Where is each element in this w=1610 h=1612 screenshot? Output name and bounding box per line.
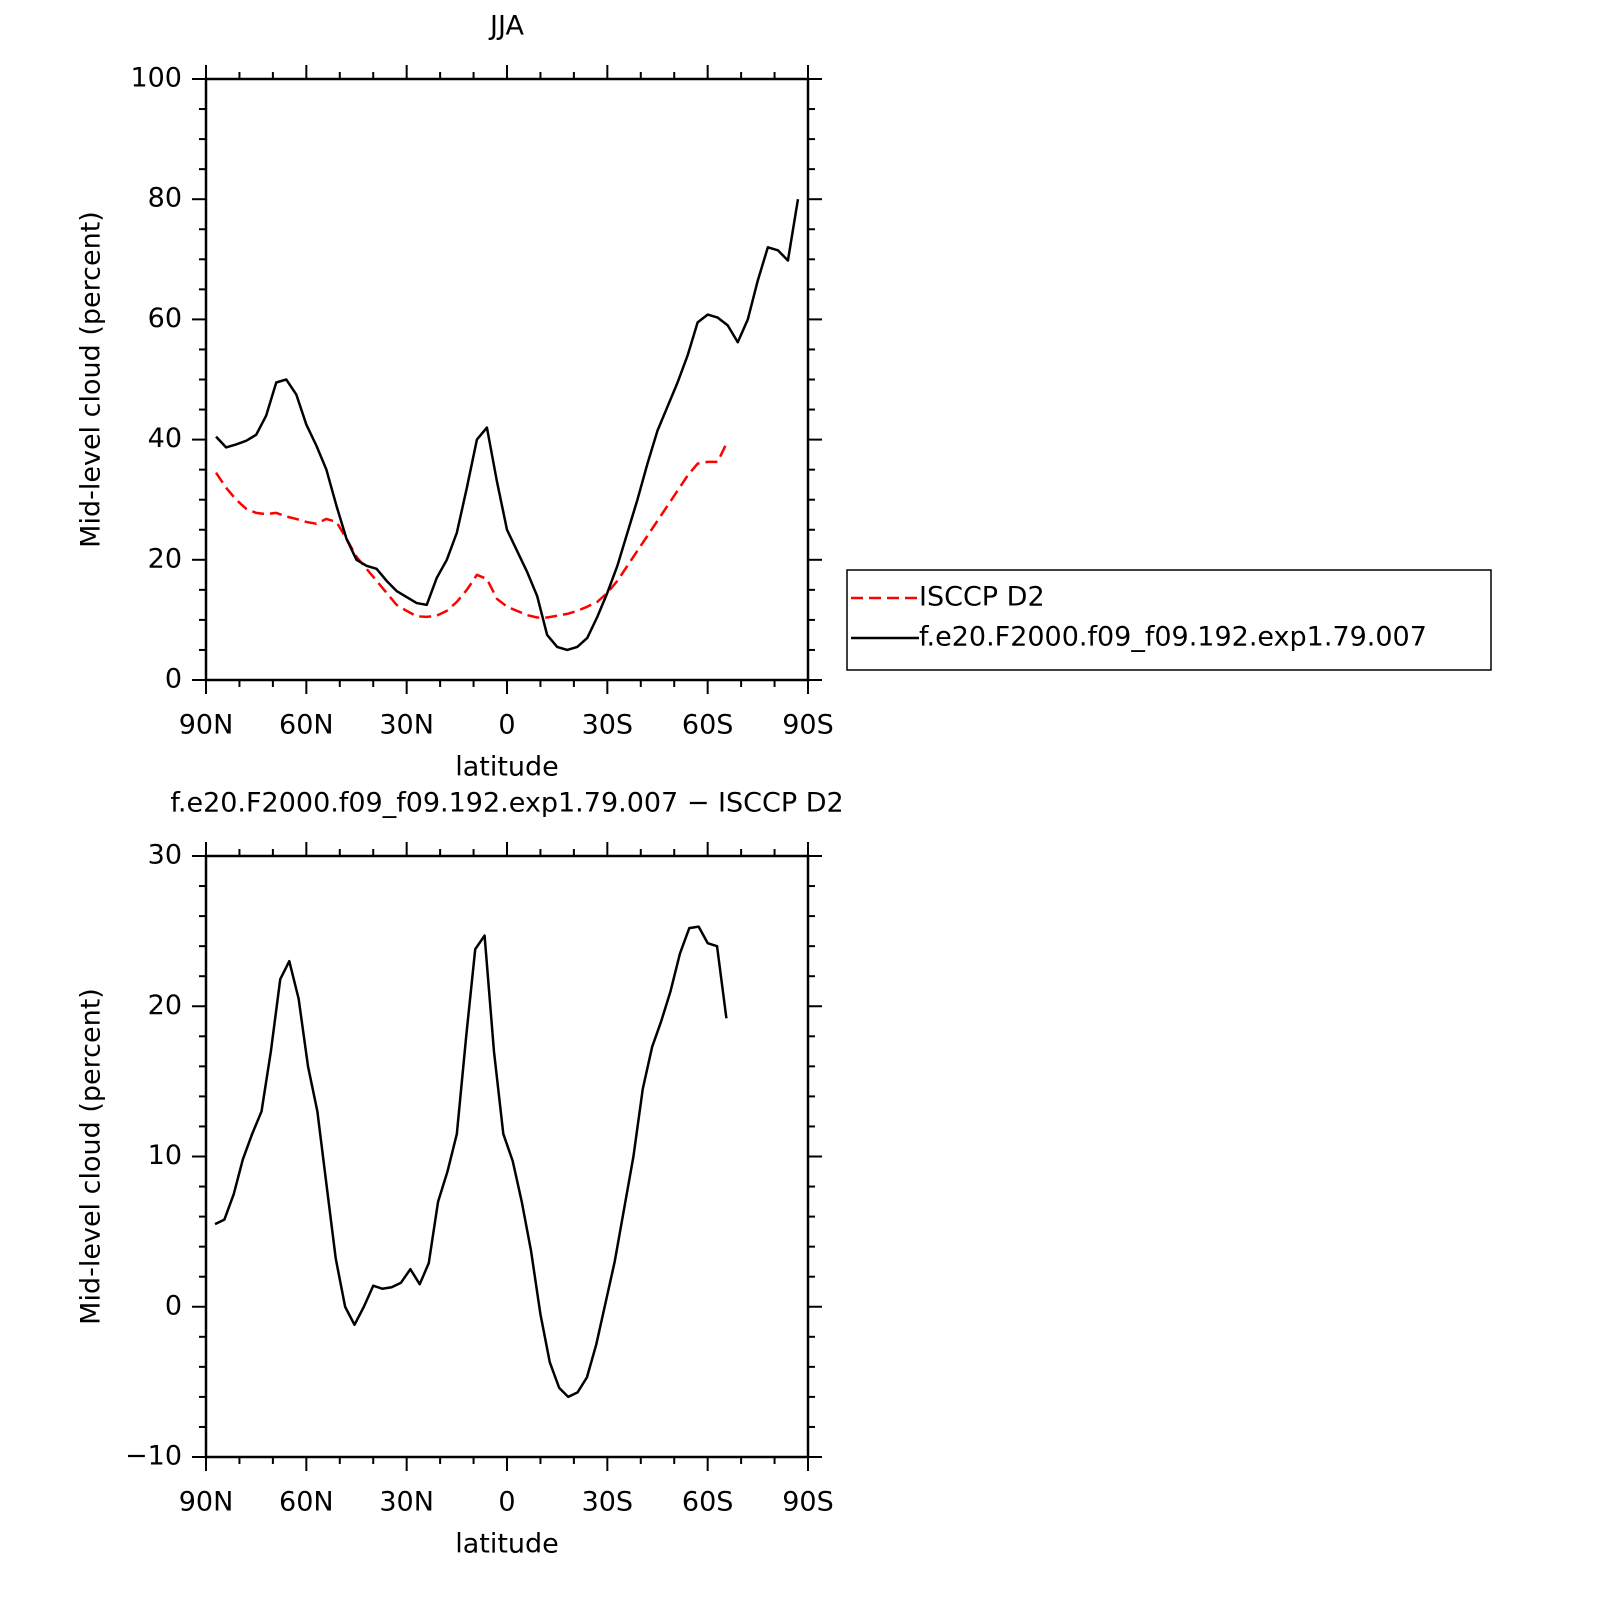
y-tick-label: 20 (148, 990, 182, 1021)
x-tick-label: 90N (179, 1487, 234, 1518)
x-tick-label: 60N (279, 710, 334, 741)
x-tick-label: 30S (582, 710, 634, 741)
y-tick-label: 30 (148, 840, 182, 871)
y-axis-label: Mid-level cloud (percent) (76, 988, 107, 1325)
plot-frame (204, 77, 810, 682)
y-tick-label: 100 (130, 63, 182, 94)
y-tick-label: −10 (125, 1441, 182, 1472)
plot-frame (204, 854, 810, 1459)
x-axis-label: latitude (455, 1529, 559, 1560)
x-tick-label: 60S (682, 710, 734, 741)
series-line (214, 925, 728, 1399)
y-tick-label: 20 (148, 543, 182, 574)
x-tick-label: 30S (582, 1487, 634, 1518)
y-axis-label: Mid-level cloud (percent) (76, 211, 107, 548)
x-tick-label: 90N (179, 710, 234, 741)
legend-label: f.e20.F2000.f09_f09.192.exp1.79.007 (919, 622, 1427, 653)
y-tick-label: 60 (148, 303, 182, 334)
x-tick-label: 30N (379, 710, 434, 741)
x-tick-label: 60S (682, 1487, 734, 1518)
x-tick-label: 0 (498, 710, 515, 741)
x-axis-label: latitude (455, 752, 559, 783)
x-tick-label: 90S (782, 1487, 834, 1518)
y-tick-label: 0 (165, 664, 182, 695)
legend-label: ISCCP D2 (919, 582, 1045, 613)
legend-box (846, 569, 1492, 671)
x-tick-label: 30N (379, 1487, 434, 1518)
x-tick-label: 0 (498, 1487, 515, 1518)
x-tick-label: 90S (782, 710, 834, 741)
series-line (214, 440, 729, 619)
y-tick-label: 10 (148, 1140, 182, 1171)
chart-title: JJA (488, 11, 524, 42)
y-tick-label: 40 (148, 423, 182, 454)
y-tick-label: 0 (165, 1290, 182, 1321)
y-tick-label: 80 (148, 183, 182, 214)
series-line (215, 198, 800, 652)
chart-title: f.e20.F2000.f09_f09.192.exp1.79.007 − IS… (170, 788, 843, 819)
x-tick-label: 60N (279, 1487, 334, 1518)
